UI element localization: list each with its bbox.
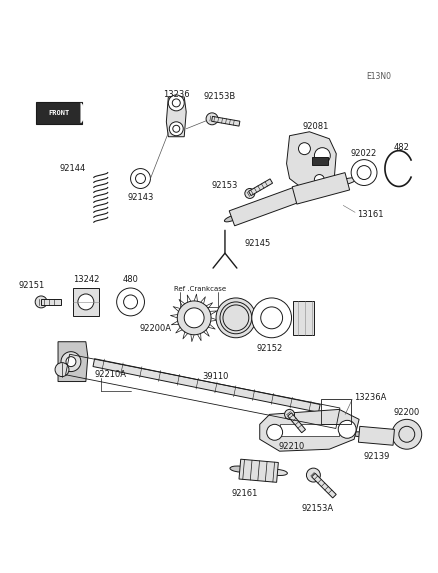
Ellipse shape: [386, 435, 402, 440]
Circle shape: [131, 168, 150, 189]
Bar: [73, 288, 99, 316]
Circle shape: [267, 425, 283, 440]
Polygon shape: [358, 426, 395, 445]
Ellipse shape: [339, 178, 356, 185]
Text: 92200: 92200: [394, 409, 420, 417]
Text: 92210: 92210: [279, 442, 305, 452]
Circle shape: [78, 294, 94, 310]
Text: 92153A: 92153A: [301, 504, 333, 513]
Polygon shape: [166, 97, 186, 137]
Bar: [312, 156, 328, 164]
Circle shape: [285, 409, 294, 419]
Text: 92081: 92081: [302, 121, 328, 131]
Polygon shape: [41, 299, 61, 305]
Circle shape: [245, 189, 255, 198]
Circle shape: [170, 122, 183, 136]
Circle shape: [117, 288, 145, 316]
Text: 92153B: 92153B: [204, 92, 236, 101]
Polygon shape: [292, 172, 350, 204]
Bar: [279, 425, 339, 436]
Ellipse shape: [286, 192, 303, 199]
Circle shape: [338, 421, 356, 438]
Text: Ref .Crankcase: Ref .Crankcase: [174, 286, 226, 292]
Circle shape: [351, 160, 377, 186]
Ellipse shape: [351, 432, 367, 437]
Ellipse shape: [230, 466, 250, 472]
Polygon shape: [286, 132, 336, 191]
Text: FRONT: FRONT: [48, 110, 70, 116]
Text: 92153: 92153: [212, 181, 238, 190]
Text: 92152: 92152: [257, 344, 283, 353]
Bar: [321, 399, 351, 425]
Bar: [293, 301, 314, 335]
Circle shape: [307, 468, 320, 482]
Polygon shape: [239, 459, 278, 482]
Polygon shape: [93, 359, 320, 413]
Text: 92022: 92022: [351, 148, 377, 158]
Circle shape: [124, 295, 138, 309]
Text: 92151: 92151: [18, 281, 44, 290]
Circle shape: [357, 166, 371, 179]
Circle shape: [135, 174, 145, 183]
FancyBboxPatch shape: [36, 102, 82, 124]
Circle shape: [223, 305, 249, 331]
Circle shape: [173, 125, 180, 132]
Polygon shape: [81, 103, 89, 123]
Polygon shape: [212, 116, 240, 126]
Text: 13242: 13242: [73, 275, 99, 284]
Circle shape: [261, 307, 283, 329]
Circle shape: [35, 296, 47, 308]
Circle shape: [177, 301, 211, 335]
Text: 92139: 92139: [364, 452, 390, 461]
Circle shape: [168, 95, 184, 111]
Text: 92200A: 92200A: [139, 324, 171, 333]
Circle shape: [314, 175, 324, 185]
Text: 92143: 92143: [127, 194, 154, 202]
Ellipse shape: [224, 215, 240, 222]
Text: 13236A: 13236A: [354, 393, 386, 402]
Circle shape: [298, 143, 311, 155]
Text: 92161: 92161: [232, 489, 258, 498]
Ellipse shape: [268, 469, 287, 476]
Circle shape: [55, 363, 69, 376]
Text: 13161: 13161: [357, 210, 384, 219]
Polygon shape: [58, 342, 88, 382]
Text: 482: 482: [394, 143, 410, 152]
Text: 13236: 13236: [163, 90, 190, 99]
Text: 92210A: 92210A: [95, 370, 127, 379]
Polygon shape: [312, 473, 336, 498]
Circle shape: [172, 99, 180, 107]
Polygon shape: [229, 187, 300, 226]
Text: E13N0: E13N0: [367, 72, 392, 81]
Text: 480: 480: [123, 275, 138, 284]
Text: 92144: 92144: [60, 164, 86, 173]
Circle shape: [399, 426, 415, 442]
Polygon shape: [260, 409, 359, 451]
Circle shape: [216, 298, 256, 337]
Circle shape: [184, 308, 204, 328]
Circle shape: [314, 148, 330, 164]
Circle shape: [66, 356, 76, 367]
Polygon shape: [288, 413, 305, 433]
Circle shape: [61, 352, 81, 371]
Circle shape: [252, 298, 292, 337]
Circle shape: [392, 419, 422, 449]
Text: 92145: 92145: [245, 239, 271, 248]
Circle shape: [206, 113, 218, 125]
Text: 39110: 39110: [202, 371, 228, 380]
Polygon shape: [248, 179, 272, 195]
Ellipse shape: [290, 191, 305, 198]
